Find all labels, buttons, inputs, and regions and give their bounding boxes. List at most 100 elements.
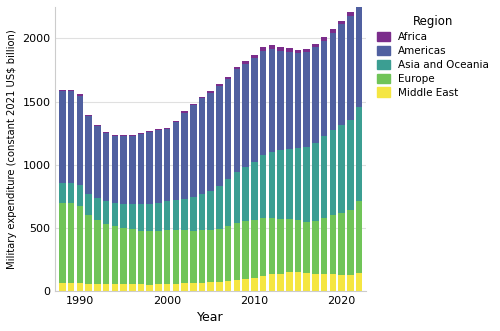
Bar — [68, 90, 74, 91]
Bar — [146, 132, 153, 204]
Bar — [94, 126, 100, 198]
Bar — [199, 283, 205, 291]
Bar — [225, 226, 232, 281]
Bar — [294, 272, 301, 291]
Bar — [216, 186, 222, 229]
Bar — [190, 104, 196, 105]
Bar — [242, 64, 249, 167]
Bar — [338, 125, 345, 213]
Bar — [120, 135, 127, 136]
Bar — [129, 204, 136, 229]
Bar — [312, 221, 318, 274]
Bar — [242, 221, 249, 279]
Bar — [356, 201, 362, 273]
Bar — [112, 136, 118, 203]
Bar — [68, 183, 74, 203]
Bar — [304, 222, 310, 273]
Bar — [312, 47, 318, 143]
Bar — [138, 133, 144, 134]
Bar — [216, 86, 222, 186]
Bar — [190, 231, 196, 283]
Bar — [260, 275, 266, 291]
Bar — [251, 58, 258, 162]
Bar — [251, 55, 258, 58]
Bar — [347, 120, 354, 210]
Bar — [312, 143, 318, 221]
Bar — [278, 51, 284, 150]
Bar — [155, 203, 162, 231]
Bar — [242, 167, 249, 221]
Bar — [294, 53, 301, 148]
Bar — [172, 122, 179, 200]
Bar — [208, 230, 214, 282]
Bar — [164, 128, 170, 129]
Bar — [208, 282, 214, 291]
Bar — [234, 280, 240, 291]
Bar — [286, 149, 292, 219]
Bar — [164, 284, 170, 291]
Bar — [321, 218, 328, 274]
Bar — [294, 148, 301, 220]
Bar — [86, 115, 92, 116]
Bar — [182, 199, 188, 230]
Bar — [260, 51, 266, 155]
Bar — [242, 279, 249, 291]
Bar — [103, 131, 110, 132]
Bar — [268, 218, 275, 274]
Bar — [59, 283, 66, 291]
Bar — [129, 229, 136, 284]
Bar — [94, 220, 100, 284]
Bar — [330, 215, 336, 274]
Bar — [260, 218, 266, 275]
Bar — [294, 50, 301, 53]
Bar — [347, 210, 354, 275]
Bar — [338, 213, 345, 275]
Bar — [286, 219, 292, 272]
Bar — [138, 204, 144, 231]
Bar — [86, 116, 92, 194]
Bar — [86, 284, 92, 291]
Bar — [304, 52, 310, 147]
Bar — [312, 44, 318, 47]
Bar — [103, 284, 110, 291]
Bar — [146, 204, 153, 231]
Bar — [76, 96, 83, 185]
Bar — [225, 179, 232, 226]
Bar — [304, 49, 310, 52]
Bar — [234, 70, 240, 172]
Bar — [112, 134, 118, 136]
Bar — [129, 134, 136, 136]
Bar — [68, 283, 74, 291]
Bar — [76, 185, 83, 206]
Bar — [76, 206, 83, 283]
Bar — [182, 113, 188, 199]
Bar — [68, 203, 74, 283]
Bar — [190, 197, 196, 231]
Bar — [356, 273, 362, 291]
Bar — [76, 283, 83, 291]
Bar — [182, 230, 188, 283]
Bar — [286, 48, 292, 52]
Bar — [294, 220, 301, 272]
Bar — [286, 272, 292, 291]
Bar — [286, 52, 292, 149]
Bar — [251, 162, 258, 220]
Bar — [278, 150, 284, 219]
Bar — [338, 275, 345, 291]
Bar — [199, 230, 205, 283]
Bar — [164, 202, 170, 230]
Bar — [278, 219, 284, 274]
Bar — [120, 136, 127, 204]
Bar — [94, 284, 100, 291]
Bar — [172, 121, 179, 122]
Bar — [251, 278, 258, 291]
Bar — [68, 91, 74, 183]
Bar — [86, 215, 92, 284]
Bar — [330, 29, 336, 33]
Bar — [76, 94, 83, 96]
Bar — [216, 282, 222, 291]
Bar — [199, 97, 205, 98]
Bar — [120, 228, 127, 284]
Bar — [172, 200, 179, 230]
Bar — [172, 284, 179, 291]
